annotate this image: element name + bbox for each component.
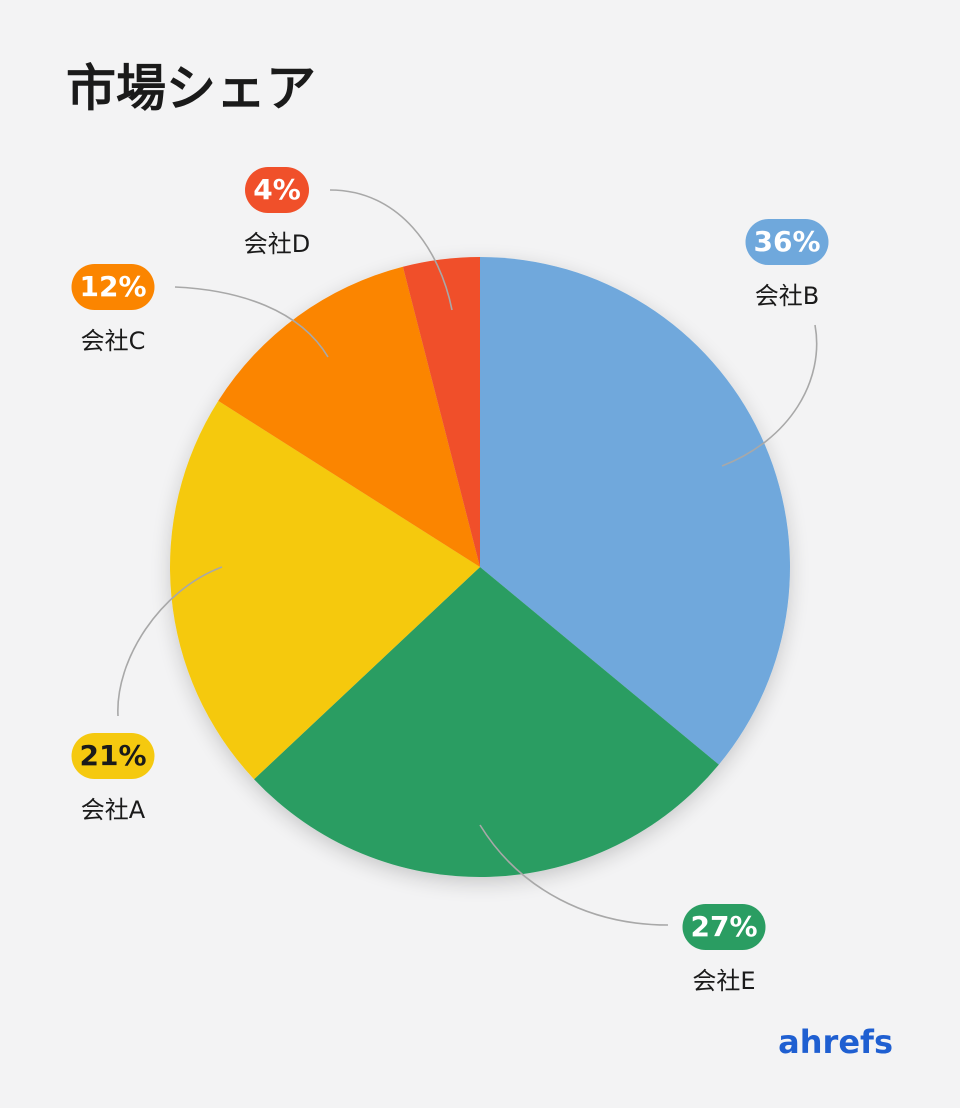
pie-slice	[170, 400, 480, 780]
leader-line	[721, 324, 818, 467]
brand-logo: ahrefs	[778, 1023, 893, 1061]
value-label: 27%	[690, 910, 757, 943]
pie-slice	[254, 567, 719, 877]
value-label: 12%	[79, 270, 146, 303]
value-label: 21%	[79, 739, 146, 772]
value-pill	[71, 264, 155, 310]
value-pill	[745, 219, 829, 265]
leader-line	[117, 566, 223, 717]
value-pill	[245, 167, 309, 213]
category-label: 会社B	[755, 282, 819, 310]
value-label: 36%	[753, 225, 820, 258]
category-label: 会社A	[81, 796, 146, 824]
leader-line	[174, 286, 329, 358]
category-label: 会社C	[81, 327, 146, 355]
category-label: 会社E	[692, 967, 755, 995]
leader-line	[479, 824, 669, 926]
value-pill	[682, 904, 766, 950]
value-label: 4%	[253, 173, 301, 206]
leader-line	[329, 189, 453, 311]
pie-slice	[402, 257, 480, 567]
pie-slice	[480, 257, 790, 765]
pie-slice	[218, 266, 480, 567]
value-pill	[71, 733, 155, 779]
category-label: 会社D	[244, 230, 310, 258]
chart-title: 市場シェア	[66, 60, 316, 118]
pie	[170, 257, 790, 877]
